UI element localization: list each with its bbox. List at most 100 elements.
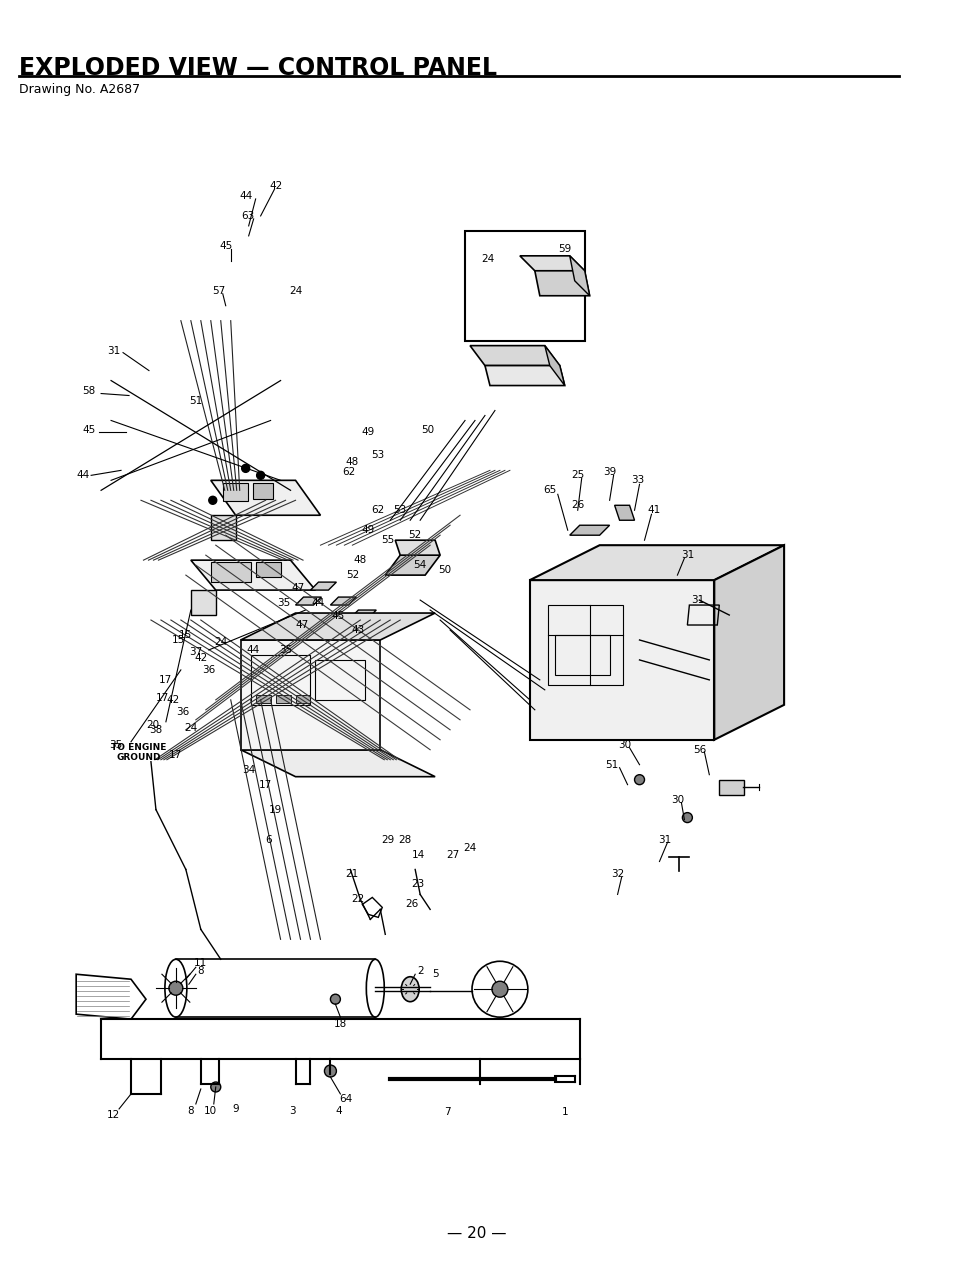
Text: EXPLODED VIEW — CONTROL PANEL: EXPLODED VIEW — CONTROL PANEL [19,57,497,81]
Text: 49: 49 [361,427,375,438]
Text: 57: 57 [212,286,225,296]
Text: 5: 5 [432,970,438,980]
Text: 42: 42 [166,695,179,705]
Text: 48: 48 [345,458,358,468]
Text: 20: 20 [146,720,159,730]
Text: 62: 62 [372,506,384,516]
Text: 42: 42 [269,182,282,190]
Text: 36: 36 [176,707,190,716]
Text: 50: 50 [421,425,435,435]
Text: 8: 8 [188,1106,194,1116]
Text: 45: 45 [82,425,95,435]
Polygon shape [211,516,235,540]
Text: 9: 9 [233,1103,239,1113]
Polygon shape [395,540,439,555]
Polygon shape [484,366,564,386]
Bar [464,231,584,340]
Text: 30: 30 [670,794,683,805]
Text: 18: 18 [334,1019,347,1029]
Text: Drawing No. A2687: Drawing No. A2687 [19,83,140,96]
Text: 29: 29 [381,835,395,845]
Text: 4: 4 [335,1106,341,1116]
Text: 7: 7 [443,1107,450,1117]
Text: 8: 8 [197,966,204,976]
Text: 17: 17 [159,675,172,685]
Text: 21: 21 [345,870,358,879]
Bar [253,483,273,499]
Text: 64: 64 [338,1095,352,1103]
Bar [547,605,622,685]
Polygon shape [519,256,584,271]
Bar [275,695,291,702]
Text: 17: 17 [169,750,182,759]
Polygon shape [614,506,634,521]
Text: 31: 31 [108,346,121,356]
Text: 15: 15 [179,630,193,641]
Text: 30: 30 [618,740,631,750]
Text: 27: 27 [446,850,459,860]
Text: 53: 53 [394,506,406,516]
Text: 24: 24 [481,253,494,264]
Circle shape [261,492,270,499]
Polygon shape [569,256,589,296]
Text: 31: 31 [658,835,670,845]
Text: 55: 55 [381,535,395,545]
Text: 24: 24 [463,842,476,852]
Bar [255,562,280,578]
Bar [295,695,310,702]
Circle shape [241,464,250,473]
Polygon shape [191,560,315,590]
Circle shape [221,531,230,540]
Polygon shape [76,975,146,1019]
Polygon shape [211,480,320,516]
Polygon shape [529,545,783,580]
Text: 54: 54 [413,560,426,570]
Text: 45: 45 [219,241,233,251]
Text: 63: 63 [241,211,254,221]
Text: 43: 43 [352,625,365,636]
Polygon shape [714,545,783,740]
Polygon shape [535,271,589,296]
Text: 51: 51 [604,759,618,769]
Polygon shape [529,580,714,740]
Text: 31: 31 [690,595,703,605]
Circle shape [214,516,222,525]
Polygon shape [385,555,439,575]
Text: 47: 47 [292,583,305,593]
Circle shape [256,472,264,479]
Text: 6: 6 [265,835,272,845]
Polygon shape [240,613,435,641]
Text: 33: 33 [630,475,643,485]
Text: 56: 56 [692,745,705,755]
Text: 12: 12 [107,1110,119,1120]
Circle shape [330,994,340,1004]
Text: 65: 65 [542,485,556,496]
Text: — 20 —: — 20 — [447,1226,506,1241]
Text: 24: 24 [289,286,302,296]
Circle shape [169,981,183,995]
Polygon shape [544,346,564,386]
Text: 36: 36 [202,665,215,675]
Polygon shape [330,596,356,605]
Bar [211,562,251,583]
Polygon shape [310,583,336,590]
Text: 32: 32 [610,870,623,879]
Text: 10: 10 [204,1106,217,1116]
Text: 62: 62 [341,468,355,478]
Polygon shape [240,750,435,777]
Text: 51: 51 [189,396,202,406]
Text: 47: 47 [295,620,309,630]
Text: 44: 44 [239,190,252,200]
Circle shape [324,1066,336,1077]
Text: 53: 53 [372,450,384,460]
Text: 17: 17 [258,779,272,789]
Text: 44: 44 [76,470,90,480]
Text: 50: 50 [438,565,451,575]
Text: 45: 45 [332,612,345,620]
Text: 48: 48 [354,555,367,565]
Text: 19: 19 [269,805,282,815]
Polygon shape [350,610,375,618]
Text: 11: 11 [194,958,207,968]
Circle shape [634,774,644,784]
Text: 49: 49 [361,526,375,535]
